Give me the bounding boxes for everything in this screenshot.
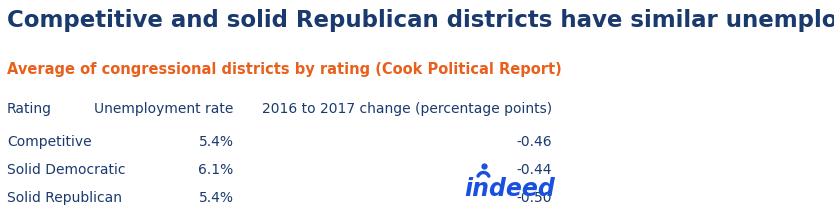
Text: 5.4%: 5.4%: [198, 191, 234, 205]
Text: -0.46: -0.46: [516, 135, 552, 149]
Text: Competitive: Competitive: [7, 135, 92, 149]
Text: 5.4%: 5.4%: [198, 135, 234, 149]
Text: -0.50: -0.50: [517, 191, 552, 205]
Text: Solid Democratic: Solid Democratic: [7, 163, 125, 177]
Text: Solid Republican: Solid Republican: [7, 191, 122, 205]
Text: 2016 to 2017 change (percentage points): 2016 to 2017 change (percentage points): [262, 102, 552, 116]
Text: indeed: indeed: [465, 177, 555, 201]
Text: Unemployment rate: Unemployment rate: [94, 102, 234, 116]
Text: 6.1%: 6.1%: [198, 163, 234, 177]
Text: -0.44: -0.44: [517, 163, 552, 177]
Text: Average of congressional districts by rating (Cook Political Report): Average of congressional districts by ra…: [7, 62, 562, 77]
Text: Competitive and solid Republican districts have similar unemployment: Competitive and solid Republican distric…: [7, 9, 834, 32]
Text: Rating: Rating: [7, 102, 52, 116]
